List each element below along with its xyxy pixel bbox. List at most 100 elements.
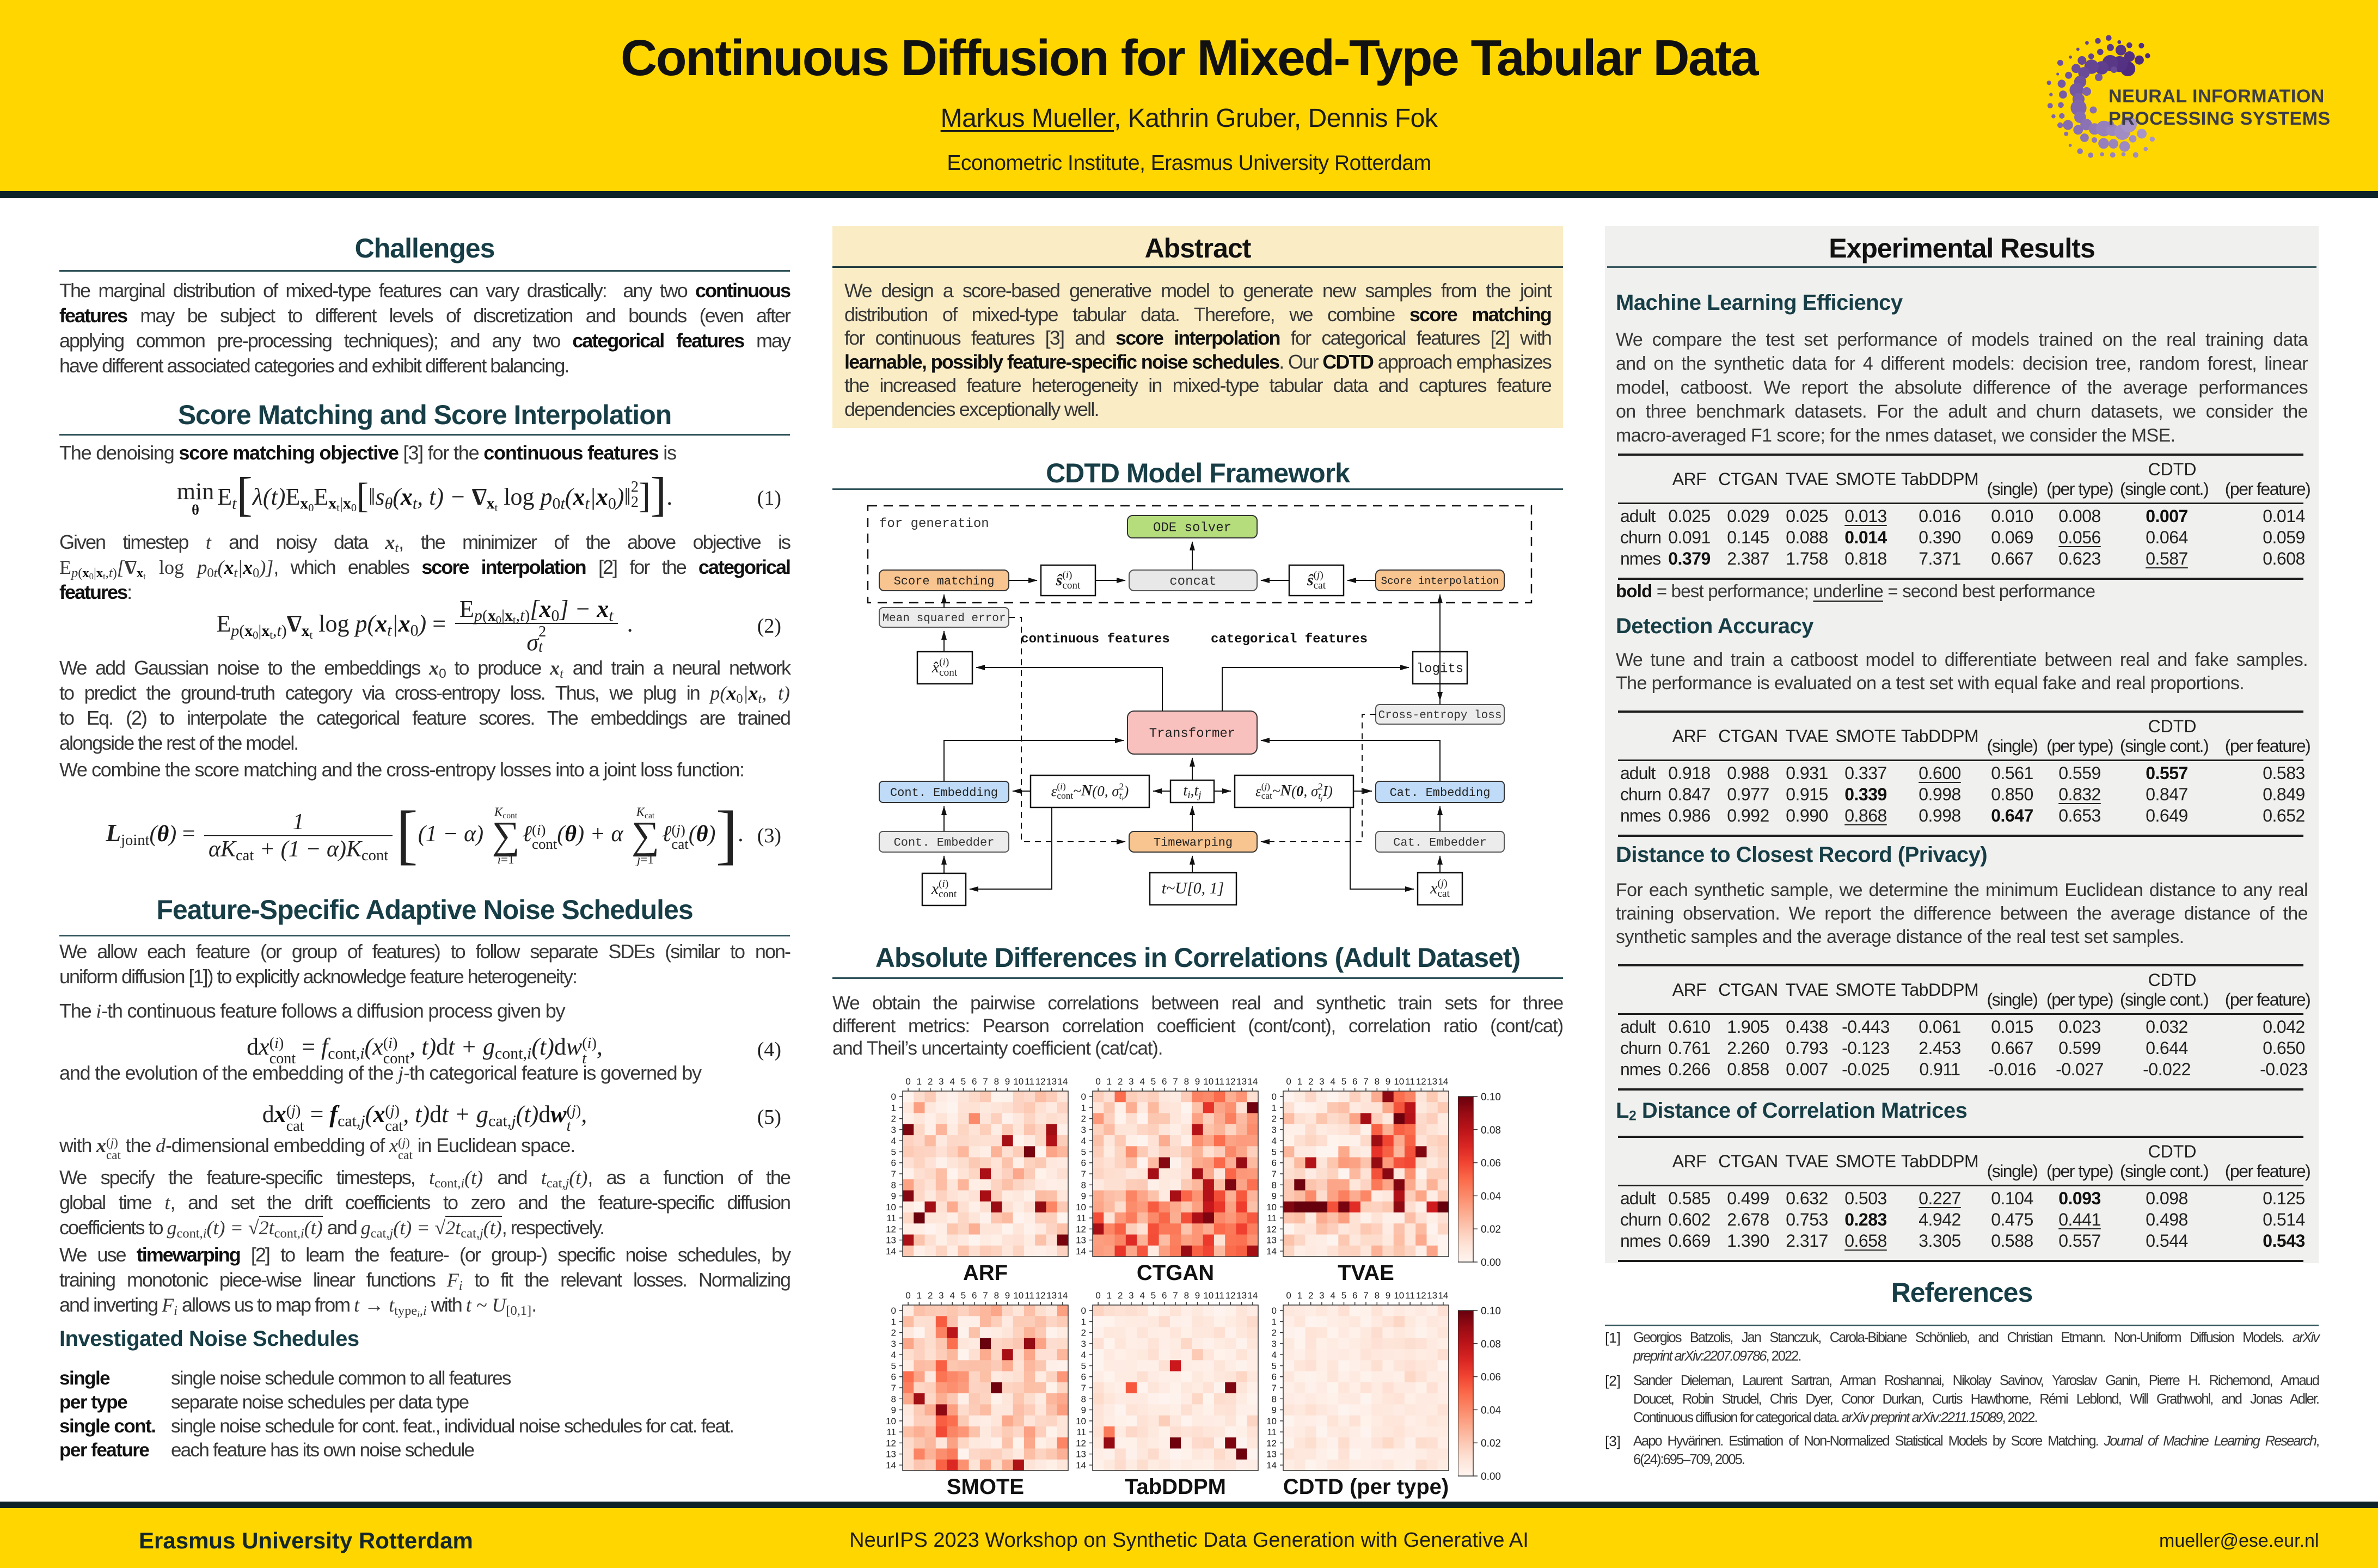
svg-text:11: 11 [1215, 1290, 1224, 1301]
svg-text:3: 3 [891, 1125, 896, 1135]
svg-text:0.00: 0.00 [1481, 1471, 1501, 1481]
svg-text:10: 10 [1013, 1290, 1023, 1301]
svg-text:13: 13 [1046, 1076, 1057, 1087]
svg-text:9: 9 [1005, 1076, 1010, 1087]
svg-text:14: 14 [1438, 1076, 1448, 1087]
svg-text:Transformer: Transformer [1149, 727, 1235, 742]
svg-text:4: 4 [1081, 1136, 1086, 1146]
svg-text:0.08: 0.08 [1481, 1339, 1501, 1350]
svg-text:14: 14 [1076, 1246, 1086, 1257]
svg-text:Score matching: Score matching [894, 574, 995, 588]
svg-text:0: 0 [1272, 1306, 1277, 1316]
svg-text:1: 1 [891, 1102, 896, 1113]
svg-text:12: 12 [886, 1438, 896, 1448]
svg-text:6: 6 [1162, 1290, 1167, 1301]
svg-text:8: 8 [891, 1180, 896, 1190]
svg-text:3: 3 [939, 1076, 943, 1087]
svg-text:6: 6 [1081, 1158, 1086, 1168]
svg-text:NEURAL INFORMATION: NEURAL INFORMATION [2109, 86, 2325, 107]
svg-text:6: 6 [1272, 1372, 1277, 1382]
svg-text:5: 5 [1151, 1290, 1156, 1301]
svg-text:13: 13 [1076, 1235, 1086, 1246]
svg-text:2: 2 [1272, 1328, 1277, 1338]
svg-text:8: 8 [1184, 1290, 1189, 1301]
svg-text:13: 13 [886, 1449, 896, 1460]
svg-text:2: 2 [928, 1290, 933, 1301]
svg-text:9: 9 [1081, 1405, 1086, 1416]
svg-text:14: 14 [886, 1460, 896, 1471]
svg-text:4: 4 [1139, 1290, 1144, 1301]
svg-text:11: 11 [1405, 1290, 1415, 1301]
svg-text:1: 1 [1081, 1316, 1086, 1327]
svg-text:0.08: 0.08 [1481, 1125, 1501, 1136]
svg-text:8: 8 [1272, 1394, 1277, 1404]
svg-text:8: 8 [1375, 1076, 1380, 1087]
svg-text:13: 13 [1076, 1449, 1086, 1460]
svg-text:Timewarping: Timewarping [1154, 836, 1233, 849]
svg-text:14: 14 [1076, 1460, 1086, 1471]
svg-text:5: 5 [1272, 1361, 1277, 1371]
svg-text:0.04: 0.04 [1481, 1191, 1501, 1202]
svg-text:9: 9 [891, 1191, 896, 1202]
svg-text:9: 9 [1005, 1290, 1010, 1301]
svg-text:9: 9 [1081, 1191, 1086, 1202]
svg-text:3: 3 [1129, 1290, 1133, 1301]
svg-text:11: 11 [1025, 1076, 1034, 1087]
svg-text:11: 11 [886, 1427, 896, 1437]
svg-text:12: 12 [886, 1224, 896, 1234]
svg-text:ODE solver: ODE solver [1153, 521, 1231, 536]
svg-text:12: 12 [1076, 1224, 1086, 1234]
svg-text:6: 6 [1352, 1290, 1357, 1301]
svg-text:5: 5 [1341, 1076, 1346, 1087]
svg-text:10: 10 [1394, 1290, 1404, 1301]
svg-text:10: 10 [886, 1416, 896, 1426]
svg-text:0: 0 [1286, 1076, 1291, 1087]
svg-text:9: 9 [1386, 1290, 1390, 1301]
svg-text:6: 6 [891, 1158, 896, 1168]
svg-text:1: 1 [1107, 1290, 1112, 1301]
svg-text:3: 3 [1081, 1125, 1086, 1135]
svg-text:6: 6 [1162, 1076, 1167, 1087]
svg-text:8: 8 [1375, 1290, 1380, 1301]
svg-text:3: 3 [1272, 1125, 1277, 1135]
svg-text:8: 8 [994, 1076, 999, 1087]
svg-text:0.00: 0.00 [1481, 1257, 1501, 1267]
svg-text:0: 0 [905, 1290, 910, 1301]
svg-text:7: 7 [891, 1383, 896, 1393]
svg-text:0: 0 [891, 1306, 896, 1316]
svg-text:4: 4 [1330, 1290, 1335, 1301]
svg-text:11: 11 [1215, 1076, 1224, 1087]
svg-text:0: 0 [1081, 1092, 1086, 1102]
svg-text:7: 7 [1081, 1383, 1086, 1393]
svg-text:concat: concat [1169, 574, 1216, 589]
svg-text:10: 10 [1076, 1416, 1086, 1426]
svg-text:10: 10 [1266, 1202, 1277, 1212]
svg-text:7: 7 [1363, 1290, 1368, 1301]
svg-text:5: 5 [1341, 1290, 1346, 1301]
svg-text:10: 10 [1013, 1076, 1023, 1087]
svg-text:5: 5 [1151, 1076, 1156, 1087]
svg-text:0: 0 [1095, 1076, 1100, 1087]
svg-text:5: 5 [1081, 1361, 1086, 1371]
svg-text:8: 8 [1081, 1180, 1086, 1190]
svg-text:7: 7 [1173, 1290, 1178, 1301]
svg-text:11: 11 [1076, 1427, 1086, 1437]
svg-text:10: 10 [1203, 1290, 1213, 1301]
svg-text:10: 10 [1266, 1416, 1277, 1426]
svg-text:5: 5 [1081, 1147, 1086, 1157]
svg-text:1: 1 [1081, 1102, 1086, 1113]
svg-text:10: 10 [1076, 1202, 1086, 1212]
svg-text:12: 12 [1225, 1290, 1236, 1301]
svg-text:14: 14 [1057, 1290, 1068, 1301]
svg-text:6: 6 [891, 1372, 896, 1382]
svg-text:2: 2 [1081, 1328, 1086, 1338]
svg-text:1: 1 [1272, 1316, 1277, 1327]
svg-text:0.04: 0.04 [1481, 1405, 1501, 1416]
svg-text:2: 2 [1308, 1076, 1313, 1087]
svg-text:5: 5 [891, 1361, 896, 1371]
svg-text:13: 13 [1266, 1449, 1277, 1460]
svg-text:Cont. Embedding: Cont. Embedding [890, 786, 998, 800]
svg-text:14: 14 [1247, 1290, 1258, 1301]
svg-text:0: 0 [1095, 1290, 1100, 1301]
svg-text:14: 14 [1266, 1246, 1277, 1257]
